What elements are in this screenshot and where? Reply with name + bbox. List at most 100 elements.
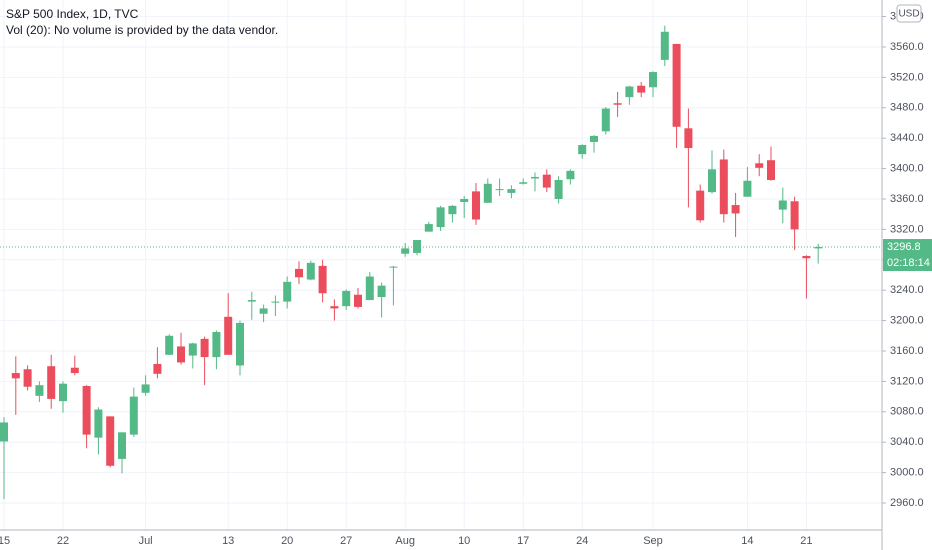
y-tick-label: 3080.0 xyxy=(890,406,924,418)
candle-body xyxy=(542,174,551,188)
candle-body xyxy=(283,281,292,302)
candle-body xyxy=(767,160,775,180)
y-tick-label: 2960.0 xyxy=(890,497,924,509)
candle-body xyxy=(448,205,457,215)
candle-body xyxy=(165,335,174,355)
y-tick-label: 3480.0 xyxy=(890,102,924,114)
candle-body xyxy=(236,322,244,366)
candle-body xyxy=(23,369,32,387)
countdown-label: 02:18:14 xyxy=(887,257,930,269)
x-tick-label: Sep xyxy=(643,535,663,547)
x-tick-label: 22 xyxy=(57,535,69,547)
candle-body xyxy=(436,207,445,228)
candle-body xyxy=(365,276,374,301)
candle-body xyxy=(531,176,539,179)
y-tick-label: 3440.0 xyxy=(890,132,924,144)
candle-body xyxy=(200,338,209,358)
currency-box[interactable] xyxy=(896,4,922,23)
candle-body xyxy=(330,306,339,309)
candle-body xyxy=(802,255,811,259)
candle-body xyxy=(271,301,280,303)
y-tick-label: 3400.0 xyxy=(890,162,924,174)
candle-body xyxy=(224,316,233,355)
candle-body xyxy=(519,182,528,184)
candle-body xyxy=(70,367,79,374)
chart-title: S&P 500 Index, 1D, TVC xyxy=(6,7,139,21)
candle-body xyxy=(495,189,504,191)
candle-body xyxy=(82,385,91,435)
candle-body xyxy=(578,145,587,155)
candle-body xyxy=(743,180,752,197)
y-tick-label: 3560.0 xyxy=(890,41,924,53)
candle-body xyxy=(554,179,563,199)
candle-body xyxy=(212,332,221,358)
candle-body xyxy=(295,268,303,278)
candle-body xyxy=(11,373,20,379)
x-tick-label: Aug xyxy=(395,535,415,547)
candle-body xyxy=(472,191,480,220)
y-tick-label: 3040.0 xyxy=(890,436,924,448)
y-tick-label: 3120.0 xyxy=(890,375,924,387)
candle-body xyxy=(129,396,138,435)
candle-body xyxy=(790,201,799,230)
countdown-box xyxy=(883,255,932,272)
candle-body xyxy=(613,103,622,105)
candle-body xyxy=(696,190,705,221)
candle-body xyxy=(354,294,362,307)
candle-body xyxy=(566,170,575,180)
candle-body xyxy=(306,262,315,280)
candle-body xyxy=(342,290,351,307)
candle-body xyxy=(424,224,433,232)
y-tick-label: 3240.0 xyxy=(890,284,924,296)
candle-body xyxy=(35,385,44,396)
candle-body xyxy=(660,31,669,60)
y-tick-label: 3360.0 xyxy=(890,193,924,205)
grid xyxy=(0,0,882,530)
candle-body xyxy=(47,366,56,399)
candle-body xyxy=(413,240,421,253)
candle-body xyxy=(177,346,185,363)
candle-body xyxy=(141,384,150,393)
candle-body xyxy=(590,135,598,142)
candle-body xyxy=(483,183,492,203)
last-price-label: 3296.8 xyxy=(887,241,921,253)
x-tick-label: 21 xyxy=(800,535,812,547)
candle-body xyxy=(625,86,634,98)
y-tick-label: 3160.0 xyxy=(890,345,924,357)
candle-body xyxy=(778,200,787,210)
y-tick-label: 3520.0 xyxy=(890,71,924,83)
candle-body xyxy=(719,159,728,215)
currency-label[interactable]: USD xyxy=(898,9,919,20)
candle-body xyxy=(601,108,610,132)
x-tick-label: 15 xyxy=(0,535,10,547)
candle-body xyxy=(637,85,646,93)
candle-body xyxy=(649,72,657,88)
candle-body xyxy=(0,422,8,442)
candle-body xyxy=(94,409,103,438)
y-tick-label: 3320.0 xyxy=(890,223,924,235)
candle-body xyxy=(259,308,268,314)
x-tick-label: Jul xyxy=(139,535,153,547)
candle-body xyxy=(460,198,469,203)
y-tick-label: 3000.0 xyxy=(890,467,924,479)
x-tick-label: 27 xyxy=(340,535,352,547)
candle-body xyxy=(188,343,197,356)
x-tick-label: 10 xyxy=(458,535,470,547)
candle-body xyxy=(684,128,693,149)
candle-body xyxy=(708,169,716,193)
candle-body xyxy=(731,205,740,214)
chart-subtitle: Vol (20): No volume is provided by the d… xyxy=(6,23,278,37)
x-tick-label: 13 xyxy=(222,535,234,547)
candle-body xyxy=(318,265,327,294)
candle-body xyxy=(377,285,386,298)
candle-body xyxy=(672,43,681,127)
x-tick-label: 14 xyxy=(741,535,753,547)
candle-body xyxy=(507,189,516,193)
candles xyxy=(0,25,882,500)
candle-body xyxy=(59,383,67,402)
candle-body xyxy=(755,163,764,168)
candle-body xyxy=(401,248,410,254)
